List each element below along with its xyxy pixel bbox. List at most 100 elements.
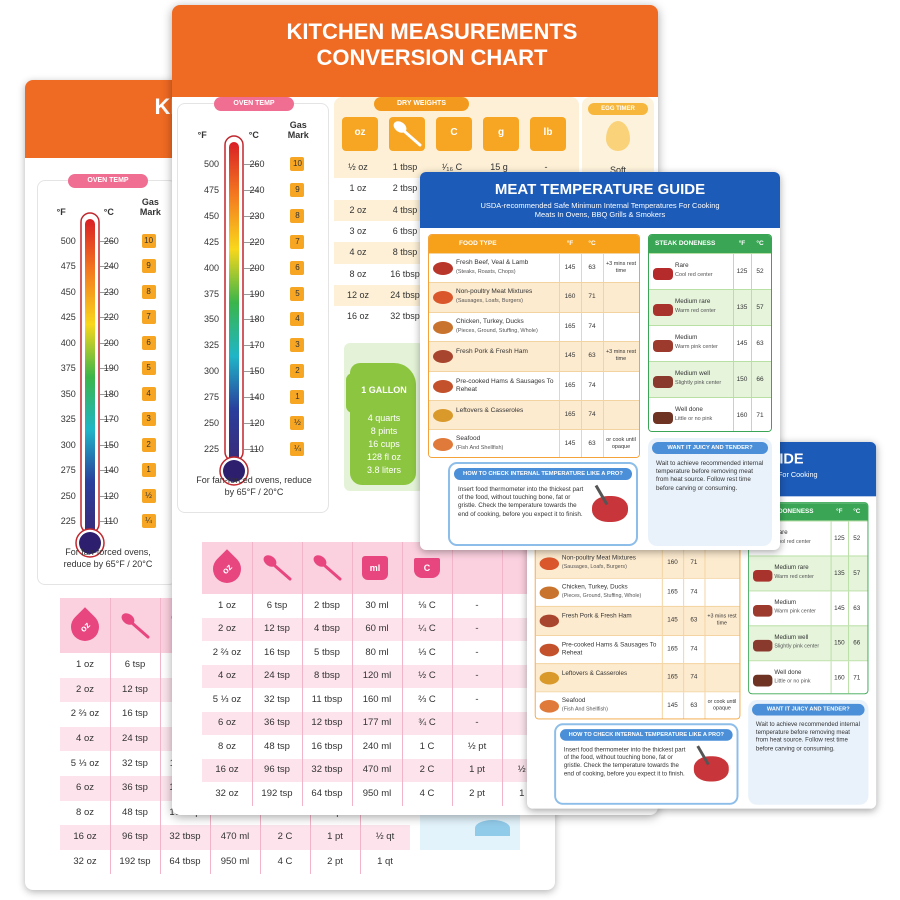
food-c: 74 (690, 645, 698, 653)
food-name: Pre-cooked Hams & Sausages To Reheat (561, 641, 657, 656)
liquid-cell: 4 C (419, 787, 435, 799)
food-note: or cook until opaque (606, 437, 636, 451)
liquid-cell: 32 oz (73, 856, 97, 868)
tick (99, 444, 114, 446)
celsius-label: 240 (103, 261, 119, 272)
liquid-cell: 32 oz (215, 787, 239, 799)
fahrenheit-label: 275 (204, 392, 220, 403)
liquid-cell: 470 ml (362, 764, 392, 776)
food-header: FOOD TYPE °F °C (429, 235, 639, 253)
celsius-label: 230 (103, 286, 119, 297)
liquid-cell: 6 tsp (124, 659, 146, 671)
tick (244, 164, 260, 165)
oven-note: For fan-forced ovens, reduce by 65°F / 2… (196, 475, 312, 497)
liquid-row: 32 oz 192 tsp 64 tbsp 950 ml 4 C 2 pt 1 qt (202, 782, 552, 806)
fahrenheit-label: 450 (60, 286, 76, 297)
steak-row: Medium Warm pink center 145 63 (649, 325, 771, 362)
steak-detail: Warm red center (774, 573, 814, 580)
tick (99, 393, 114, 395)
column-divider (733, 398, 734, 431)
column-divider (830, 521, 832, 557)
dry-cell: 3 oz (349, 225, 367, 236)
liquid-cell: 2 C (419, 764, 435, 776)
fahrenheit-label: 375 (60, 363, 76, 374)
tick (244, 397, 260, 399)
gallon-title: 1 GALLON (361, 385, 407, 395)
liquid-cell: 1 oz (76, 659, 94, 671)
column-divider (402, 542, 403, 806)
thermo-bulb (78, 532, 101, 554)
dry-icon-label: lb (543, 127, 553, 138)
fahrenheit-label: 325 (60, 414, 76, 425)
column-divider (352, 542, 353, 806)
food-detail: (Sausages, Loafs, Burgers) (561, 564, 627, 571)
column-divider (704, 550, 706, 579)
jug-shape (350, 363, 416, 485)
tick (99, 266, 114, 268)
steak-icon (653, 340, 673, 352)
gas-mark: 7 (141, 310, 156, 325)
gallon-equivalent: 4 quarts (367, 413, 401, 423)
liquid-cell: 8 oz (76, 806, 94, 818)
egg-timer-label: EGG TIMER (588, 103, 648, 115)
food-note: +3 mins rest time (605, 261, 637, 274)
gallon-equivalent: 16 cups (368, 439, 400, 449)
column-divider (252, 542, 253, 806)
card-header: KITCHEN MEASUREMENTS CONVERSION CHART (172, 5, 658, 97)
column-divider (603, 312, 604, 343)
food-row: Leftovers & Casseroles 165 74 (429, 400, 639, 431)
steak-row: Medium rare Warm red center 135 57 (649, 289, 771, 326)
column-divider (848, 591, 850, 627)
tick (244, 267, 260, 269)
food-c: 63 (588, 440, 596, 448)
gas-mark: 6 (290, 260, 305, 275)
column-divider (302, 542, 303, 806)
liquid-cell: 5 ⅓ oz (70, 757, 100, 769)
cup-icon: C (414, 558, 440, 578)
gallon-equivalent: 128 fl oz (366, 452, 402, 462)
tick (244, 449, 260, 450)
gas-mark: 5 (290, 286, 305, 301)
food-c: 71 (588, 293, 596, 301)
dry-cell: 8 tbsp (392, 247, 418, 258)
liquid-cell: ½ qt (375, 831, 395, 843)
column-divider (661, 664, 663, 693)
column-divider (830, 591, 832, 627)
liquid-cell: 6 tsp (266, 599, 288, 611)
food-row: Fresh Pork & Fresh Ham 145 63 +3 mins rest … (535, 606, 740, 636)
liquid-cell: 160 ml (362, 693, 392, 705)
steak-f: 125 (834, 535, 845, 542)
liquid-cell: 4 oz (76, 733, 94, 745)
liquid-cell: 16 oz (73, 831, 97, 843)
food-name: Pre-cooked Hams & Sausages To Reheat (456, 377, 554, 393)
liquid-cell: 1 C (419, 740, 435, 752)
thermo-bulb (223, 460, 246, 482)
food-f: 160 (667, 559, 678, 567)
column-divider (704, 607, 706, 636)
fahrenheit-label: 250 (204, 418, 220, 429)
column-divider (751, 254, 752, 290)
food-row: Fresh Beef, Veal & Lamb (Steaks, Roasts, … (429, 253, 639, 284)
column-divider (603, 283, 604, 313)
fahrenheit-label: 350 (60, 388, 76, 399)
food-name: Fresh Pork & Fresh Ham (456, 348, 528, 356)
liquid-cell: 2 ⅔ oz (212, 646, 242, 658)
dry-cell: 4 tbsp (392, 204, 418, 215)
liquid-cell: 950 ml (220, 856, 250, 868)
steak-detail: Little or no pink (675, 416, 713, 422)
column-divider (830, 556, 832, 592)
food-f: 145 (667, 702, 678, 710)
liquid-cell: 1 qt (519, 787, 535, 799)
tick (244, 189, 260, 191)
gallon-equivalent: 8 pints (370, 426, 398, 436)
column-divider (581, 342, 582, 372)
liquid-cell: 120 ml (362, 670, 392, 682)
food-detail: (Pieces, Ground, Stuffing, Whole) (456, 327, 538, 334)
steak-detail: Warm pink center (774, 608, 816, 615)
food-f: 145 (564, 352, 576, 360)
thermometer (219, 135, 249, 486)
column-divider (704, 664, 706, 693)
steak-header: STEAK DONENESS °F °C (649, 235, 771, 253)
food-f: 160 (564, 293, 576, 301)
